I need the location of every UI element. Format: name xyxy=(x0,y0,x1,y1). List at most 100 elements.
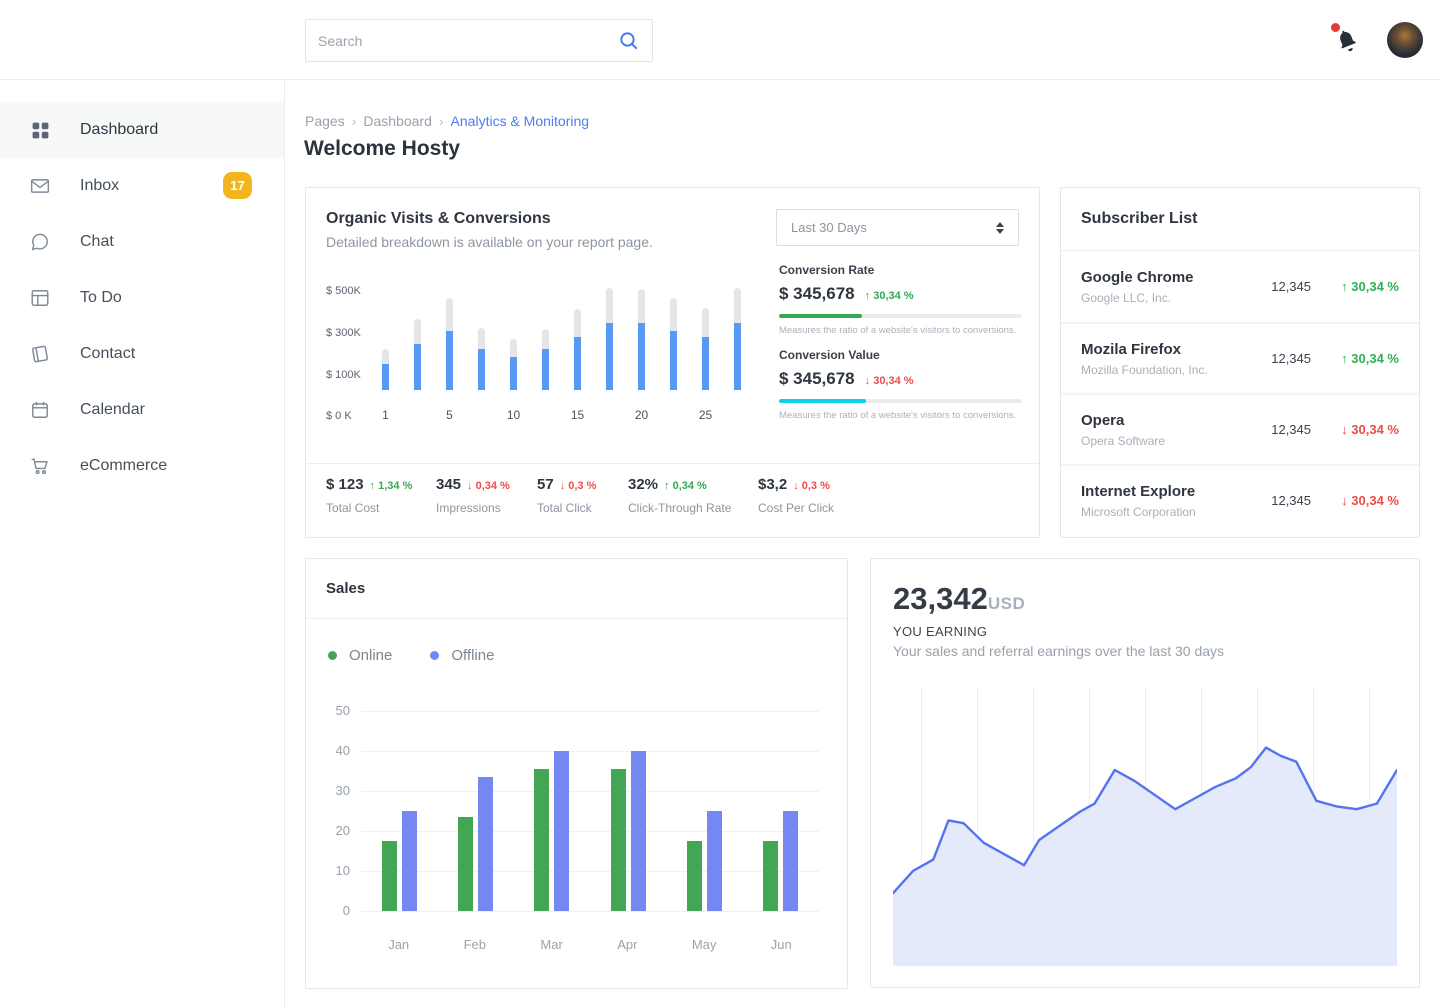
online-bar xyxy=(610,769,626,911)
search-box xyxy=(305,19,653,62)
bar-conversions-segment xyxy=(606,288,613,323)
stat-label: Cost Per Click xyxy=(758,501,835,515)
sales-bar-group-jun xyxy=(763,811,799,911)
breadcrumb-link[interactable]: Pages xyxy=(305,113,345,129)
sales-gridline xyxy=(361,791,819,792)
sidebar-item-calendar[interactable]: Calendar xyxy=(0,382,284,438)
subscriber-name: Google Chrome xyxy=(1081,268,1194,286)
notifications-bell[interactable] xyxy=(1328,22,1364,58)
bar-conversions-segment xyxy=(542,329,549,349)
sales-month-label: Apr xyxy=(617,937,638,952)
earnings-amount: 23,342USD xyxy=(893,581,1026,616)
subscriber-company: Mozilla Foundation, Inc. xyxy=(1081,362,1208,377)
sales-legend: Online Offline xyxy=(328,647,494,664)
inbox-badge: 17 xyxy=(223,172,252,199)
organic-x-tick: 15 xyxy=(570,408,585,422)
subscriber-delta: ↓ 30,34 % xyxy=(1341,493,1399,508)
subscriber-list-card: Subscriber List Google Chrome Google LLC,… xyxy=(1060,187,1420,538)
earnings-gridline xyxy=(977,686,978,966)
conversion-rate-value: $ 345,678 xyxy=(779,284,855,303)
dashboard-icon xyxy=(30,120,50,140)
subscriber-row-google-chrome[interactable]: Google Chrome Google LLC, Inc. 12,345 ↑ 30,… xyxy=(1061,251,1419,322)
organic-bar xyxy=(702,308,709,390)
earnings-gridline xyxy=(921,686,922,966)
sidebar-item-contact[interactable]: Contact xyxy=(0,326,284,382)
earnings-subtitle: Your sales and referral earnings over th… xyxy=(893,643,1225,659)
stats-divider xyxy=(306,463,1039,464)
sidebar-item-dashboard[interactable]: Dashboard xyxy=(0,102,284,158)
earnings-card: 23,342USD YOU EARNING Your sales and ref… xyxy=(870,558,1420,988)
search-input[interactable] xyxy=(318,32,618,49)
subscriber-row-opera[interactable]: Opera Opera Software 12,345 ↓ 30,34 % xyxy=(1061,393,1419,464)
conversion-value-block: Conversion Value $ 345,678 ↓ 30,34 % Mea… xyxy=(779,348,1022,421)
organic-bar xyxy=(414,319,421,390)
user-avatar[interactable] xyxy=(1387,22,1423,58)
bar-visits-segment xyxy=(734,323,741,390)
bar-conversions-segment xyxy=(638,289,645,323)
breadcrumb-link[interactable]: Dashboard xyxy=(363,113,432,129)
sidebar-item-label: Dashboard xyxy=(80,121,159,138)
organic-card-title: Organic Visits & Conversions xyxy=(326,210,551,227)
conversion-rate-delta: ↑ 30,34 % xyxy=(864,290,914,302)
online-bar xyxy=(381,841,397,911)
todo-icon xyxy=(30,288,50,308)
conversion-value-value: $ 345,678 xyxy=(779,369,855,388)
bar-visits-segment xyxy=(606,323,613,390)
subscriber-delta: ↑ 30,34 % xyxy=(1341,279,1399,294)
bar-visits-segment xyxy=(638,323,645,390)
conversion-value-label: Conversion Value xyxy=(779,348,880,362)
cart-icon xyxy=(30,456,50,476)
legend-dot-icon xyxy=(328,651,337,660)
subscriber-company: Opera Software xyxy=(1081,433,1166,448)
bar-conversions-segment xyxy=(670,298,677,331)
chat-icon xyxy=(30,232,50,252)
sales-month-label: Feb xyxy=(463,937,486,952)
organic-stats-row: $ 123 ↑ 1,34 % Total Cost 345 ↓ 0,34 % Impres… xyxy=(326,476,1019,528)
breadcrumb-current[interactable]: Analytics & Monitoring xyxy=(450,113,590,129)
stat-value: 57 xyxy=(537,476,554,493)
sales-x-axis: Jan Feb Mar Apr May Jun xyxy=(361,937,819,952)
online-bar xyxy=(686,841,702,911)
offline-bar xyxy=(783,811,799,911)
offline-bar xyxy=(477,777,493,911)
conversion-rate-block: Conversion Rate $ 345,678 ↑ 30,34 % Meas… xyxy=(779,263,1022,336)
sales-gridline xyxy=(361,711,819,712)
sales-y-tick: 50 xyxy=(335,703,350,718)
subscriber-count: 12,345 xyxy=(1271,493,1311,508)
stat-total-click: 57 ↓ 0,3 % Total Click xyxy=(537,476,596,515)
organic-x-tick: 25 xyxy=(698,408,713,422)
breadcrumb-separator-icon: › xyxy=(351,113,357,129)
sidebar-item-chat[interactable]: Chat xyxy=(0,214,284,270)
organic-bar xyxy=(606,288,613,390)
bar-visits-segment xyxy=(574,337,581,390)
bar-conversions-segment xyxy=(574,309,581,337)
legend-label: Offline xyxy=(451,647,495,664)
organic-x-tick: 5 xyxy=(446,408,453,422)
stat-click-through-rate: 32% ↑ 0,34 % Click-Through Rate xyxy=(628,476,731,515)
subscriber-row-internet-explore[interactable]: Internet Explore Microsoft Corporation 12,… xyxy=(1061,464,1419,535)
conversion-rate-progress xyxy=(779,314,1022,318)
online-bar xyxy=(763,841,779,911)
subscriber-list-title: Subscriber List xyxy=(1081,210,1198,227)
organic-bar xyxy=(638,289,645,390)
organic-x-tick: 1 xyxy=(382,408,389,422)
subscriber-name: Mozila Firefox xyxy=(1081,340,1182,358)
sales-y-tick: 0 xyxy=(342,903,350,918)
subscriber-row-mozila-firefox[interactable]: Mozila Firefox Mozilla Foundation, Inc. 12… xyxy=(1061,322,1419,393)
sales-card: Sales Online Offline Jan Feb Mar Apr May Jun 5… xyxy=(305,558,848,989)
stat-label: Total Cost xyxy=(326,501,380,515)
conversion-value-delta: ↓ 30,34 % xyxy=(864,375,914,387)
organic-card-subtitle: Detailed breakdown is available on your … xyxy=(326,234,653,250)
search-icon[interactable] xyxy=(618,30,640,52)
sales-y-tick: 40 xyxy=(335,743,350,758)
earnings-label: YOU EARNING xyxy=(893,624,988,639)
offline-bar xyxy=(706,811,722,911)
sidebar-item-inbox[interactable]: Inbox 17 xyxy=(0,158,284,214)
sidebar-item-to-do[interactable]: To Do xyxy=(0,270,284,326)
period-select[interactable]: Last 30 Days xyxy=(776,209,1019,246)
organic-bar xyxy=(510,339,517,390)
sales-bar-chart xyxy=(361,711,819,912)
sidebar-item-ecommerce[interactable]: eCommerce xyxy=(0,438,284,494)
legend-item-online: Online xyxy=(328,647,392,664)
earnings-line xyxy=(893,748,1397,894)
